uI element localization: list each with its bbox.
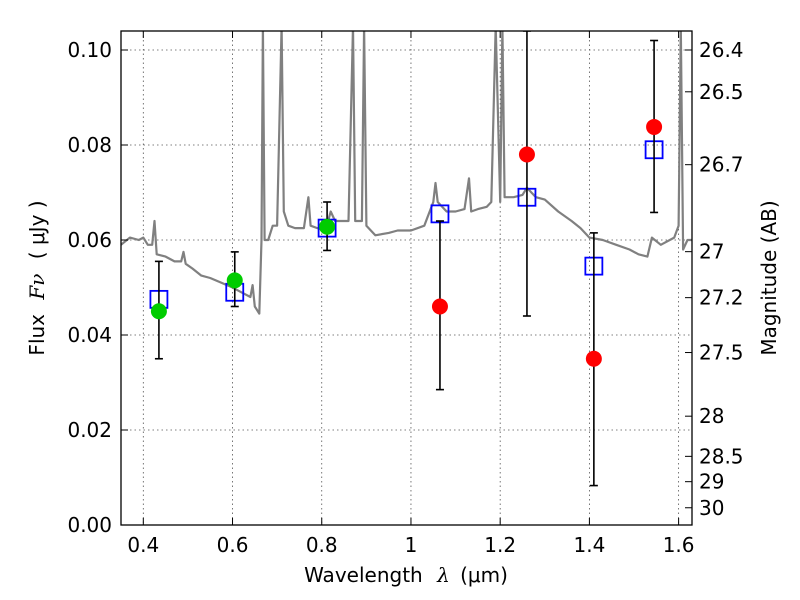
y-tick-label: 0.06: [67, 228, 112, 252]
x-tick-label: 1.4: [573, 533, 605, 557]
infrared-flux-point: [518, 146, 535, 163]
x-axis-label-text: Wavelength: [304, 563, 423, 587]
y-axis-label-text: Flux: [25, 314, 49, 356]
y-tick-label: 0.10: [67, 38, 112, 62]
x-tick-label: 1.2: [484, 533, 516, 557]
infrared-flux-point: [646, 118, 663, 135]
right-tick-label: 27.2: [699, 286, 744, 310]
right-tick-label: 26.4: [699, 38, 744, 62]
right-tick-label: 30: [699, 496, 724, 520]
optical-flux-point: [319, 218, 336, 235]
x-tick-label: 0.8: [306, 533, 338, 557]
y-tick-label: 0.08: [67, 133, 112, 157]
y-axis-label-symbol: Fν: [25, 274, 49, 301]
ticks: 0.4 0.6 0.8 1 1.2 1.4 1.6 0.00 0.02 0.04 0.06 0.08 0…: [67, 31, 744, 557]
template-spectrum-line: [121, 31, 692, 315]
y-tick-label: 0.00: [67, 513, 112, 537]
right-tick-label: 26.5: [699, 80, 744, 104]
optical-flux-point: [226, 272, 243, 289]
y-tick-label: 0.02: [67, 418, 112, 442]
right-tick-label: 26.7: [699, 153, 744, 177]
x-tick-label: 1: [405, 533, 418, 557]
right-tick-label: 27.5: [699, 341, 744, 365]
y-tick-label: 0.04: [67, 323, 112, 347]
right-axis-label: Magnitude (AB): [757, 200, 781, 355]
x-tick-label: 0.4: [127, 533, 159, 557]
right-tick-label: 28: [699, 404, 724, 428]
x-tick-label: 0.6: [217, 533, 249, 557]
x-axis-label-symbol: λ: [436, 563, 450, 587]
plot-frame: [120, 30, 693, 526]
x-tick-label: 1.6: [663, 533, 695, 557]
model-flux-square: [430, 204, 450, 224]
right-tick-label: 29: [699, 470, 724, 494]
right-tick-label: 28.5: [699, 444, 744, 468]
y-axis-label: Flux Fν ( μJy ): [25, 200, 49, 355]
x-axis-label-unit: (μm): [460, 563, 508, 587]
right-tick-label: 27: [699, 240, 724, 264]
infrared-flux-point: [585, 350, 602, 367]
optical-flux-point: [150, 303, 167, 320]
y-axis-label-unit: ( μJy ): [25, 200, 49, 259]
plot-area: [121, 31, 692, 487]
x-axis-label: Wavelength λ (μm): [304, 563, 508, 587]
infrared-flux-point: [431, 298, 448, 315]
